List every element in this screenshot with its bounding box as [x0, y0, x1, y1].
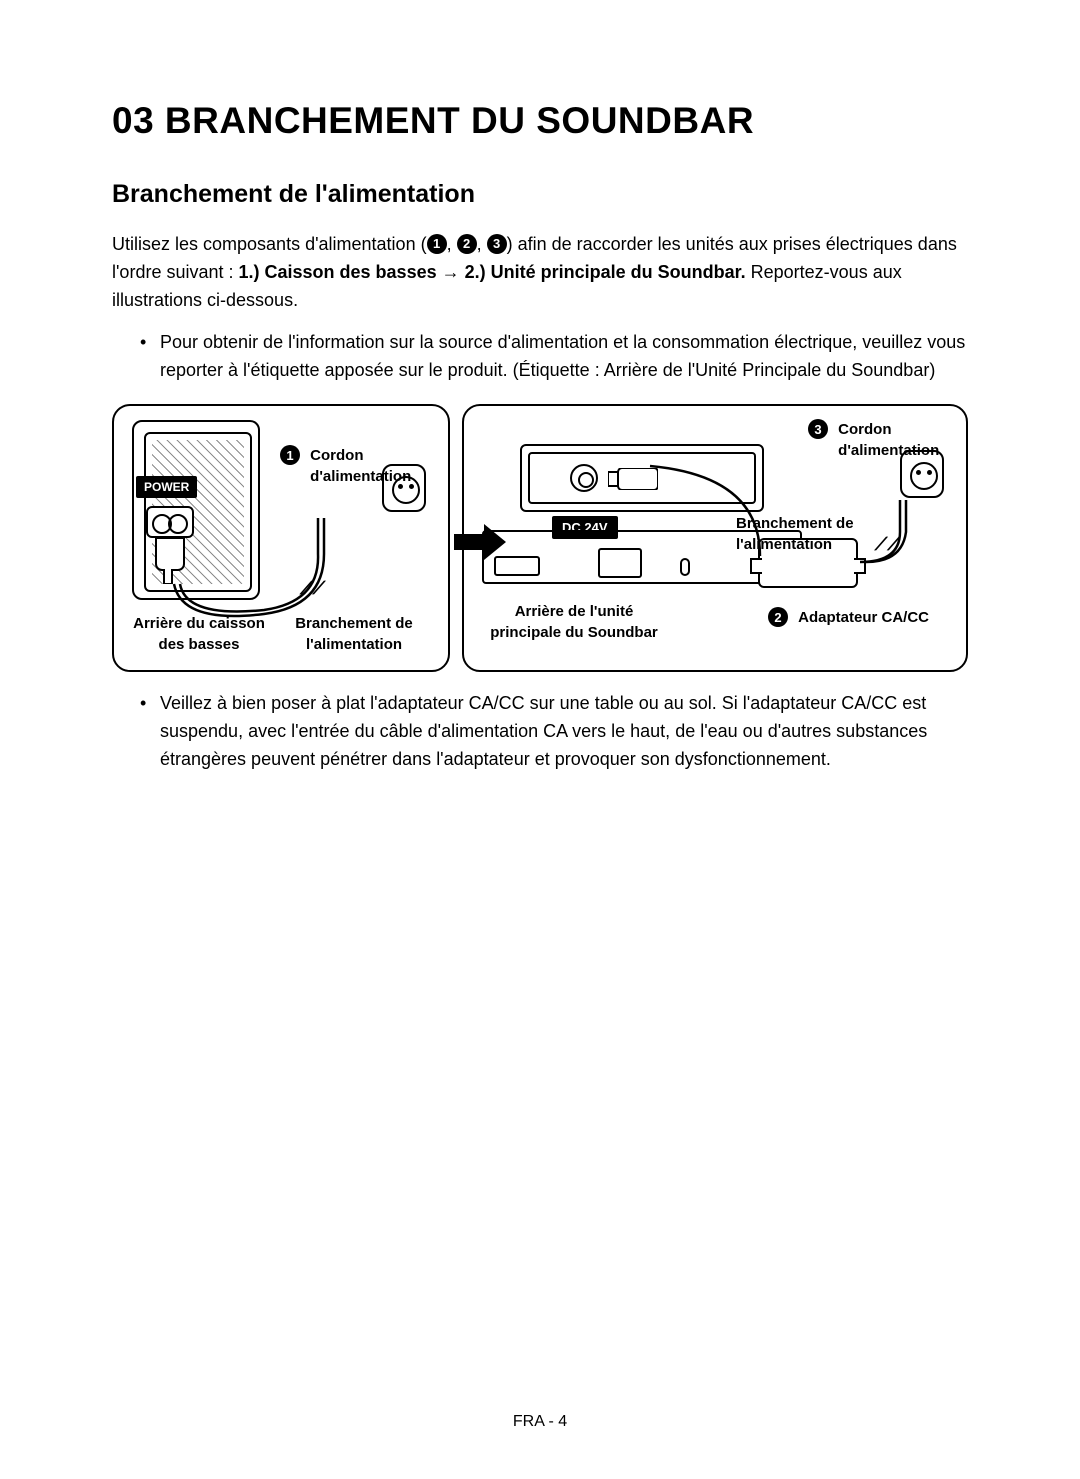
bullet-list-bottom: Veillez à bien poser à plat l'adaptateur… — [112, 690, 968, 774]
power-label: POWER — [136, 476, 197, 498]
cable-break-icon: ⟋⟋ — [300, 578, 325, 599]
circled-1-icon: 1 — [280, 445, 300, 465]
power-socket-icon — [146, 506, 194, 538]
page-footer: FRA - 4 — [0, 1413, 1080, 1431]
list-item: Veillez à bien poser à plat l'adaptateur… — [140, 690, 968, 774]
circled-3-icon: 3 — [808, 419, 828, 439]
diagram-left-panel: POWER ⟋⟋ 1 Cordon d'alimentation Arrière… — [112, 404, 450, 672]
intro-text: Utilisez les composants d'alimentation ( — [112, 234, 427, 254]
label-cord-3: 3 Cordon d'alimentation — [808, 420, 948, 461]
cable-break-icon: ⟋⟋ — [875, 534, 900, 555]
intro-bold: 1.) Caisson des basses → 2.) Unité princ… — [239, 262, 746, 282]
label-branch-2: Branchement de l'alimentation — [736, 514, 866, 555]
section-title: Branchement de l'alimentation — [112, 180, 968, 209]
intro-sep: , — [447, 234, 457, 254]
diagram-right-panel: DC 24V ⟋⟋ 3 Cordon d'alimentation Branch… — [462, 404, 968, 672]
bullet-list-top: Pour obtenir de l'information sur la sou… — [112, 329, 968, 385]
diagram-container: POWER ⟋⟋ 1 Cordon d'alimentation Arrière… — [112, 404, 968, 672]
label-text: Adaptateur CA/CC — [798, 609, 929, 626]
port-icon — [598, 548, 642, 578]
circled-3-icon: 3 — [487, 234, 507, 254]
circled-2-icon: 2 — [768, 607, 788, 627]
label-cord-1: 1 Cordon d'alimentation — [280, 446, 430, 487]
barrel-plug-icon — [608, 468, 658, 490]
page-title: 03 BRANCHEMENT DU SOUNDBAR — [112, 100, 968, 142]
label-sub-rear: Arrière du caisson des basses — [124, 614, 274, 655]
power-plug-icon — [152, 538, 188, 584]
label-text: Cordon d'alimentation — [838, 420, 938, 461]
arrow-right-icon — [452, 522, 508, 562]
label-adapter: 2 Adaptateur CA/CC — [768, 608, 948, 628]
label-bar-rear: Arrière de l'unité principale du Soundba… — [484, 602, 664, 643]
intro-sep: , — [477, 234, 487, 254]
circled-2-icon: 2 — [457, 234, 477, 254]
list-item: Pour obtenir de l'information sur la sou… — [140, 329, 968, 385]
label-branch-1: Branchement de l'alimentation — [274, 614, 434, 655]
circled-1-icon: 1 — [427, 234, 447, 254]
label-text: Cordon d'alimentation — [310, 446, 420, 487]
intro-paragraph: Utilisez les composants d'alimentation (… — [112, 231, 968, 315]
port-icon — [680, 558, 690, 576]
